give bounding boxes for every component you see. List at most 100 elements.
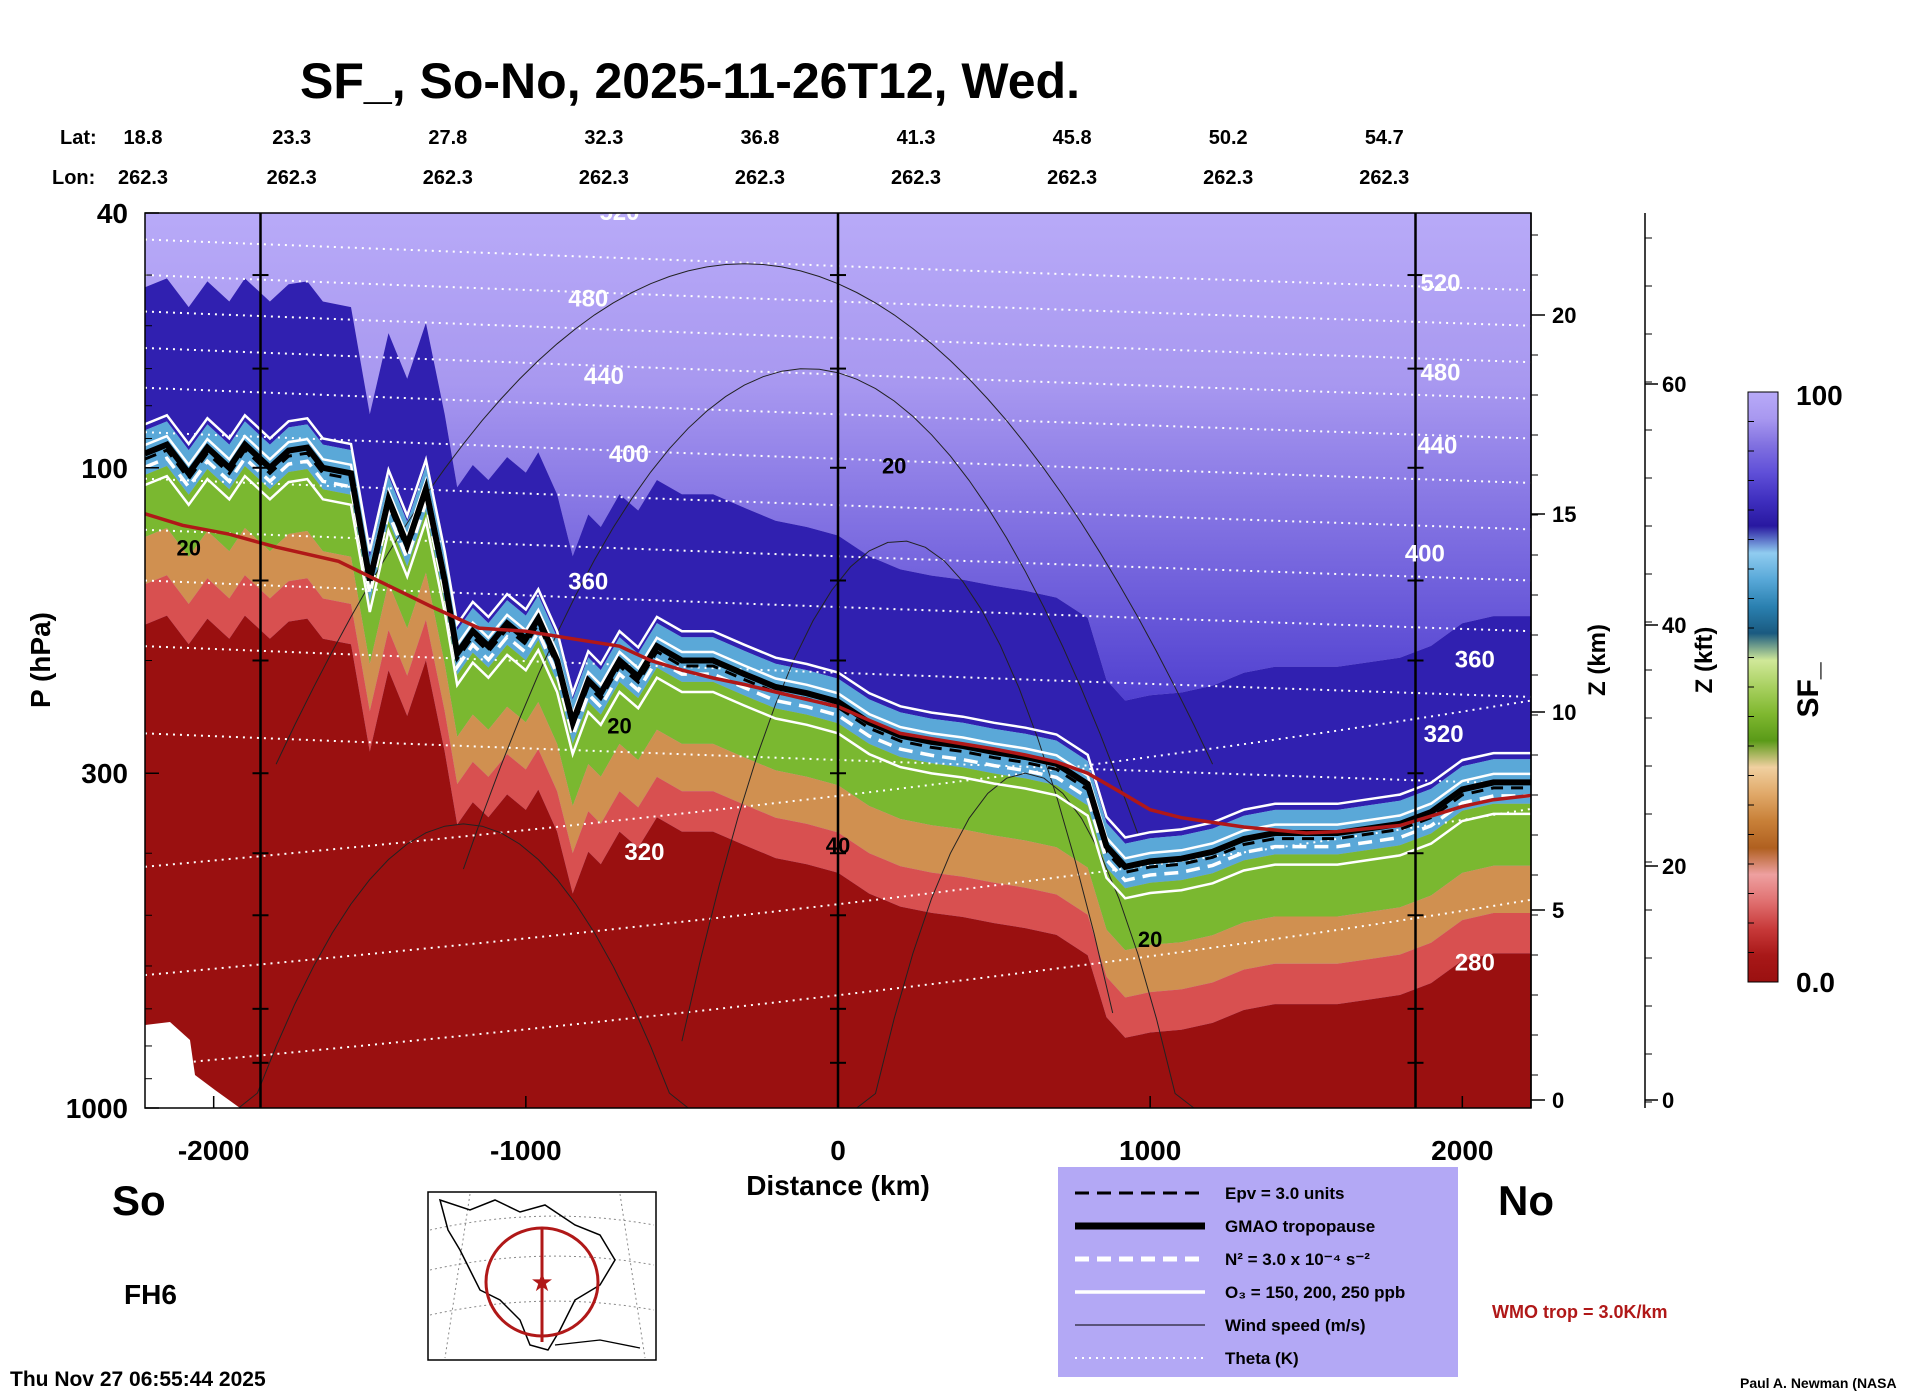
colorbar-label: SF_ <box>1792 662 1825 717</box>
z-kft-tick-label: 40 <box>1662 613 1686 638</box>
wmo-trop-label: WMO trop = 3.0K/km <box>1492 1302 1668 1322</box>
tropopause-lines <box>145 413 1531 900</box>
legend-item-label: Wind speed (m/s) <box>1225 1316 1366 1335</box>
y-tick-label: 40 <box>97 198 128 229</box>
center-star-icon: ★ <box>530 1267 553 1297</box>
colorbar-min-label: 0.0 <box>1796 967 1835 998</box>
y-axis: 40 100 300 1000 <box>66 198 159 1124</box>
ground-mask <box>145 1022 240 1108</box>
z-km-axis-label: Z (km) <box>1584 624 1611 696</box>
latitude-label: 23.3 <box>272 127 311 149</box>
latitude-label: 32.3 <box>584 127 623 149</box>
theta-label: 360 <box>568 569 608 596</box>
legend-item-label: O₃ = 150, 200, 250 ppb <box>1225 1283 1405 1302</box>
vertical-markers <box>252 213 1424 1108</box>
legend-item-label: GMAO tropopause <box>1225 1217 1375 1236</box>
longitude-label: 262.3 <box>891 167 941 189</box>
legend: Epv = 3.0 units GMAO tropopause N² = 3.0 x… <box>1075 1184 1405 1368</box>
theta-label: 520 <box>1420 270 1460 297</box>
wind-label: 20 <box>176 535 200 560</box>
longitude-label: 262.3 <box>735 167 785 189</box>
gmao-tropopause-line <box>145 440 1531 871</box>
z-kft-axis-label: Z (kft) <box>1691 627 1718 694</box>
longitude-label: 262.3 <box>267 167 317 189</box>
inset-map: ★ <box>427 1191 657 1361</box>
lon-row-label: Lon: <box>52 167 95 189</box>
y-tick-label: 1000 <box>66 1093 128 1124</box>
lat-row-label: Lat: <box>60 127 97 149</box>
legend-box <box>1058 1167 1458 1377</box>
z-km-tick-label: 0 <box>1552 1088 1564 1113</box>
wind-contour <box>462 368 1139 870</box>
legend-item-label: Theta (K) <box>1225 1349 1299 1368</box>
latitude-label: 54.7 <box>1365 127 1404 149</box>
x-tick-label: 2000 <box>1431 1135 1493 1166</box>
theta-label: 440 <box>584 363 624 390</box>
epv-line <box>145 447 1531 874</box>
theta-label: 520 <box>599 199 639 226</box>
legend-item-label: Epv = 3.0 units <box>1225 1184 1345 1203</box>
z-kft-axis: 60 40 20 0 <box>1645 237 1686 1113</box>
low-sf-layer <box>145 575 1531 1038</box>
legend-item-label: N² = 3.0 x 10⁻⁴ s⁻² <box>1225 1250 1370 1269</box>
theta-label: 440 <box>1417 433 1457 460</box>
wind-label: 40 <box>826 833 850 858</box>
wind-contour <box>681 540 1114 1042</box>
z-kft-tick-label: 0 <box>1662 1088 1674 1113</box>
z-km-tick-label: 15 <box>1552 502 1576 527</box>
theta-label: 480 <box>1420 359 1460 386</box>
colorbar-ticks <box>1748 391 1754 983</box>
latitude-label: 45.8 <box>1053 127 1092 149</box>
ozone-line <box>145 474 1531 900</box>
longitude-label: 262.3 <box>1359 167 1409 189</box>
south-label: So <box>112 1177 166 1224</box>
z-km-tick-label: 20 <box>1552 303 1576 328</box>
latitude-label: 18.8 <box>124 127 163 149</box>
forecast-hour-label: FH6 <box>124 1279 177 1310</box>
troposphere-layer <box>145 615 1531 1108</box>
contour-labels: 520 480 440 400 360 320 520 480 440 400 360 320 280 2… <box>176 199 1495 977</box>
theta-contour <box>145 699 1531 868</box>
x-axis: -2000 -1000 0 1000 2000 <box>178 1096 1493 1166</box>
longitude-label: 262.3 <box>1047 167 1097 189</box>
mid-sf-layer <box>145 466 1531 951</box>
x-tick-label: 0 <box>830 1135 846 1166</box>
ozone-line <box>145 413 1531 839</box>
wind-label: 20 <box>1138 927 1162 952</box>
z-km-axis: 20 15 10 5 0 <box>1531 234 1576 1113</box>
wind-contour <box>838 772 1213 1108</box>
longitude-label: 262.3 <box>1203 167 1253 189</box>
z-km-tick-label: 10 <box>1552 700 1576 725</box>
x-axis-label: Distance (km) <box>746 1170 930 1201</box>
wind-label: 20 <box>882 453 906 478</box>
theta-label: 280 <box>1455 950 1495 977</box>
z-km-tick-label: 5 <box>1552 898 1564 923</box>
n2-line <box>145 455 1531 883</box>
theta-label: 320 <box>1424 721 1464 748</box>
z-kft-tick-label: 60 <box>1662 372 1686 397</box>
longitude-label: 262.3 <box>579 167 629 189</box>
theta-label: 400 <box>609 441 649 468</box>
x-tick-label: -2000 <box>178 1135 250 1166</box>
wind-contour <box>182 823 745 1108</box>
theta-label: 320 <box>624 839 664 866</box>
y-tick-label: 300 <box>81 758 128 789</box>
theta-contour <box>145 898 1531 1068</box>
coastline-icon <box>438 1198 616 1351</box>
longitude-label: 262.3 <box>118 167 168 189</box>
ground-shape <box>145 1022 240 1108</box>
theta-contour <box>145 807 1531 977</box>
latitude-label: 36.8 <box>740 127 779 149</box>
author-credit: Paul A. Newman (NASA <box>1740 1375 1897 1391</box>
latitude-label: 41.3 <box>897 127 936 149</box>
plot-area: 520 480 440 400 360 320 520 480 440 400 360 320 280 2… <box>145 199 1531 1108</box>
north-label: No <box>1498 1177 1554 1224</box>
lat-lon-labels: 18.8 262.3 23.3 262.3 27.8 262.3 32.3 262.3 36.8… <box>118 127 1409 189</box>
chart-title: SF_, So-No, 2025-11-26T12, Wed. <box>300 53 1080 109</box>
x-tick-label: 1000 <box>1119 1135 1181 1166</box>
wind-label: 20 <box>607 713 631 738</box>
theta-label: 400 <box>1405 540 1445 567</box>
timestamp: Thu Nov 27 06:55:44 2025 <box>10 1368 266 1391</box>
x-tick-label: -1000 <box>490 1135 562 1166</box>
